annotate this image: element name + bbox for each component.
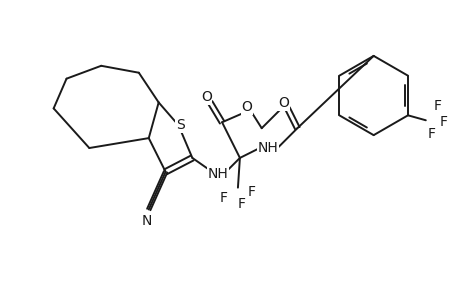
Text: O: O [200, 91, 211, 104]
Text: N: N [141, 214, 151, 228]
Text: F: F [439, 115, 447, 129]
Text: F: F [219, 190, 228, 205]
Text: O: O [277, 96, 288, 110]
Text: F: F [247, 184, 255, 199]
Text: F: F [433, 99, 441, 113]
Text: NH: NH [207, 167, 228, 181]
Text: NH: NH [257, 141, 277, 155]
Text: O: O [241, 100, 252, 114]
Text: F: F [427, 127, 435, 141]
Text: F: F [237, 196, 246, 211]
Text: S: S [176, 118, 185, 132]
